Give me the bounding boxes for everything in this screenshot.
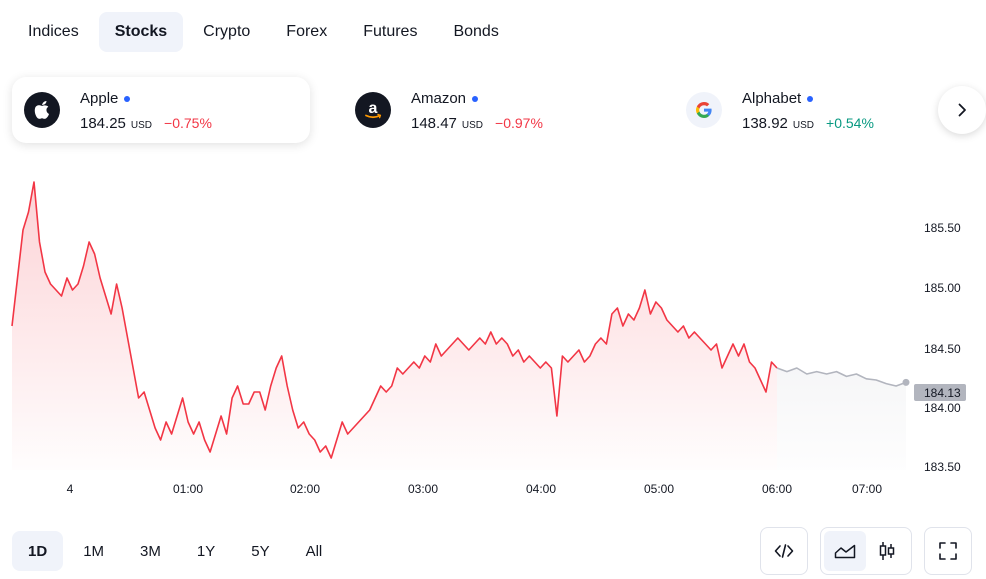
range-1y[interactable]: 1Y xyxy=(196,542,216,560)
tab-futures[interactable]: Futures xyxy=(363,23,418,40)
google-logo-icon xyxy=(686,92,722,128)
tab-crypto[interactable]: Crypto xyxy=(203,23,251,40)
ticker-name: Amazon xyxy=(411,90,467,107)
x-tick-label: 02:00 xyxy=(290,482,320,496)
forecast-area-fill xyxy=(777,368,906,470)
ticker-change: −0.75% xyxy=(164,114,212,131)
area-chart-button[interactable] xyxy=(824,531,866,571)
range-1d[interactable]: 1D xyxy=(12,531,64,571)
fullscreen-icon xyxy=(939,542,957,560)
last-price-badge xyxy=(914,384,966,401)
chevron-right-icon xyxy=(958,103,966,117)
range-1m[interactable]: 1M xyxy=(83,542,105,560)
tab-stocks[interactable]: Stocks xyxy=(98,12,184,52)
y-tick-label: 184.00 xyxy=(924,401,961,415)
ticker-change: +0.54% xyxy=(826,114,874,131)
ticker-card-amazon[interactable]: a Amazon 148.47 USD −0.97% xyxy=(343,77,641,143)
carousel-next-button[interactable] xyxy=(938,86,986,134)
x-tick-label: 03:00 xyxy=(408,482,438,496)
area-chart-icon xyxy=(834,544,856,559)
live-dot-icon xyxy=(124,95,131,102)
x-axis: 4 01:00 02:00 03:00 04:00 05:00 06:00 07… xyxy=(67,482,883,496)
tab-bonds[interactable]: Bonds xyxy=(453,23,499,40)
apple-logo-icon xyxy=(24,92,60,128)
range-3m[interactable]: 3M xyxy=(140,542,161,560)
live-dot-icon xyxy=(807,95,814,102)
ticker-card-apple[interactable]: Apple 184.25 USD −0.75% xyxy=(12,77,310,143)
price-line xyxy=(11,181,778,459)
live-dot-icon xyxy=(472,95,479,102)
amazon-logo-icon: a xyxy=(355,92,391,128)
ticker-price: 138.92 xyxy=(742,114,788,132)
x-tick-label: 01:00 xyxy=(173,482,203,496)
y-tick-label: 185.50 xyxy=(924,221,961,235)
ticker-change: −0.97% xyxy=(495,114,543,131)
ticker-currency: USD xyxy=(792,119,815,131)
price-area-fill xyxy=(12,182,777,470)
ticker-price: 148.47 xyxy=(411,114,457,132)
price-chart[interactable]: 185.50 185.00 184.50 184.00 183.50 184.1… xyxy=(0,170,986,510)
x-tick-label: 07:00 xyxy=(852,482,882,496)
ticker-currency: USD xyxy=(461,119,484,131)
y-tick-label: 183.50 xyxy=(924,460,961,474)
y-tick-label: 185.00 xyxy=(924,281,961,295)
candlestick-icon xyxy=(879,542,895,560)
forecast-line xyxy=(776,367,907,387)
ticker-name: Alphabet xyxy=(742,90,802,107)
range-all[interactable]: All xyxy=(305,542,323,560)
ticker-currency: USD xyxy=(130,119,153,131)
range-selector: 1D 1M 3M 1Y 5Y All xyxy=(12,531,338,571)
tab-indices[interactable]: Indices xyxy=(28,23,79,40)
tab-forex[interactable]: Forex xyxy=(286,23,328,40)
ticker-name: Apple xyxy=(80,90,119,107)
chart-type-toggle xyxy=(820,527,912,575)
svg-text:a: a xyxy=(369,100,378,117)
embed-button[interactable] xyxy=(760,527,808,575)
range-5y[interactable]: 5Y xyxy=(251,542,270,560)
candlestick-chart-button[interactable] xyxy=(866,531,908,571)
last-price-label: 184.13 xyxy=(924,386,961,400)
x-tick-label: 04:00 xyxy=(526,482,556,496)
y-tick-label: 184.50 xyxy=(924,342,961,356)
fullscreen-button[interactable] xyxy=(924,527,972,575)
ticker-price: 184.25 xyxy=(80,114,126,132)
last-price-dot xyxy=(902,378,910,386)
x-tick-label: 06:00 xyxy=(762,482,792,496)
x-tick-label: 05:00 xyxy=(644,482,674,496)
ticker-carousel: Apple 184.25 USD −0.75% a Amazon xyxy=(12,77,986,143)
code-icon xyxy=(774,544,794,558)
y-axis: 185.50 185.00 184.50 184.00 183.50 xyxy=(924,221,961,474)
market-tabs: Indices Stocks Crypto Forex Futures Bond… xyxy=(12,12,515,52)
x-tick-label: 4 xyxy=(67,482,74,496)
ticker-card-alphabet[interactable]: Alphabet 138.92 USD +0.54% xyxy=(674,77,972,143)
